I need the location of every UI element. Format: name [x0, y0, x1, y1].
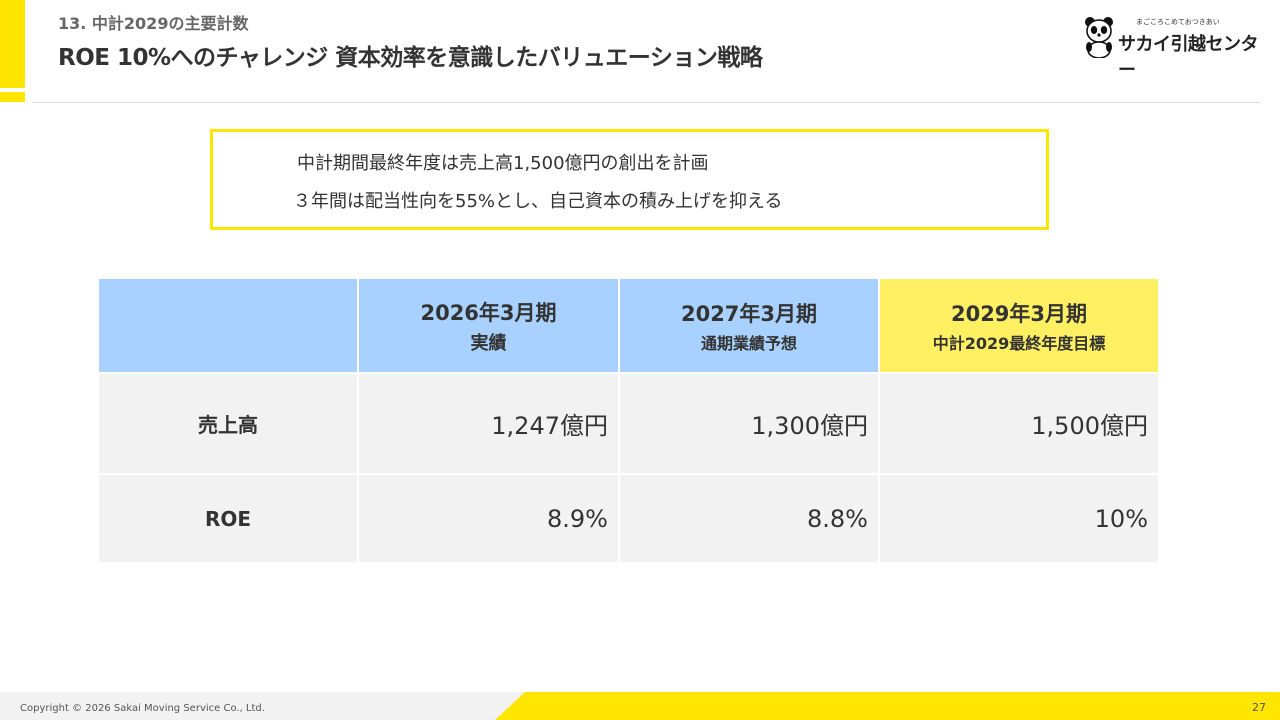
page-title: ROE 10%へのチャレンジ 資本効率を意識したバリュエーション戦略	[58, 45, 763, 71]
roe-fy2027: 8.8%	[620, 475, 878, 562]
table-header-row: 2026年3月期 実績 2027年3月期 通期業績予想 2029年3月期 中計2…	[99, 279, 1158, 372]
row-label-sales: 売上高	[99, 374, 357, 473]
company-logo: まごころこめておつきあい サカイ引越センター	[1084, 16, 1264, 81]
logo-brand: サカイ引越センター	[1118, 34, 1259, 81]
header-fy2029-target: 2029年3月期 中計2029最終年度目標	[880, 279, 1158, 372]
kpi-table: 2026年3月期 実績 2027年3月期 通期業績予想 2029年3月期 中計2…	[97, 277, 1160, 564]
copyright-text: Copyright © 2026 Sakai Moving Service Co…	[20, 703, 265, 714]
sales-fy2027: 1,300億円	[620, 374, 878, 473]
footer-accent	[495, 692, 1280, 720]
section-label: 13. 中計2029の主要計数	[58, 14, 249, 33]
callout-line-2: ３年間は配当性向を55%とし、自己資本の積み上げを抑える	[293, 191, 783, 212]
accent-bar	[0, 0, 25, 88]
callout-line-1: 中計期間最終年度は売上高1,500億円の創出を計画	[297, 153, 709, 174]
header-corner-cell	[99, 279, 357, 372]
accent-bar-small	[0, 92, 25, 102]
table-row-sales: 売上高 1,247億円 1,300億円 1,500億円	[99, 374, 1158, 473]
header-subtitle: 通期業績予想	[700, 333, 797, 353]
logo-tagline: まごころこめておつきあい	[1136, 18, 1220, 26]
panda-icon	[1085, 17, 1113, 58]
sales-fy2026: 1,247億円	[359, 374, 618, 473]
header-subtitle: 中計2029最終年度目標	[932, 333, 1106, 353]
header-fy2027: 2027年3月期 通期業績予想	[620, 279, 878, 372]
header-year: 2027年3月期	[680, 301, 818, 326]
table-row-roe: ROE 8.9% 8.8% 10%	[99, 475, 1158, 562]
sales-fy2029: 1,500億円	[880, 374, 1158, 473]
roe-fy2026: 8.9%	[359, 475, 618, 562]
page-number: 27	[1252, 701, 1266, 714]
roe-fy2029: 10%	[880, 475, 1158, 562]
row-label-roe: ROE	[99, 475, 357, 562]
header-year: 2029年3月期	[950, 301, 1088, 326]
header-fy2026: 2026年3月期 実績	[359, 279, 618, 372]
summary-callout: 中計期間最終年度は売上高1,500億円の創出を計画 ３年間は配当性向を55%とし…	[210, 129, 1049, 230]
header-divider	[32, 102, 1260, 103]
header-year: 2026年3月期	[420, 300, 557, 325]
header-subtitle: 実績	[470, 332, 507, 354]
